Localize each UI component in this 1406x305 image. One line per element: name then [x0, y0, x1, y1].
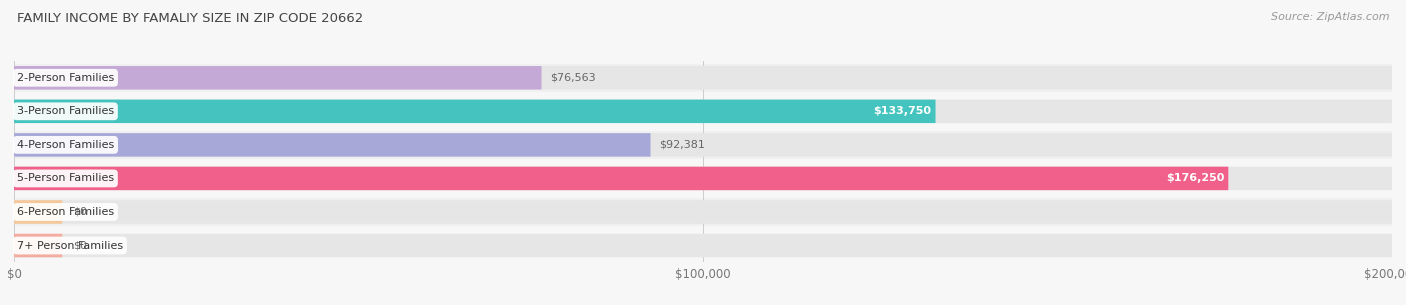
- Text: 3-Person Families: 3-Person Families: [17, 106, 114, 116]
- Text: $133,750: $133,750: [873, 106, 931, 116]
- FancyBboxPatch shape: [14, 131, 1392, 159]
- Text: $0: $0: [73, 207, 87, 217]
- FancyBboxPatch shape: [14, 232, 1392, 259]
- Text: $0: $0: [73, 241, 87, 250]
- FancyBboxPatch shape: [14, 64, 1392, 92]
- Text: $92,381: $92,381: [659, 140, 704, 150]
- FancyBboxPatch shape: [14, 234, 1392, 257]
- FancyBboxPatch shape: [14, 133, 1392, 157]
- Text: 6-Person Families: 6-Person Families: [17, 207, 114, 217]
- FancyBboxPatch shape: [14, 66, 1392, 90]
- FancyBboxPatch shape: [14, 198, 1392, 226]
- FancyBboxPatch shape: [14, 133, 651, 157]
- Text: Source: ZipAtlas.com: Source: ZipAtlas.com: [1271, 12, 1389, 22]
- FancyBboxPatch shape: [14, 100, 1392, 123]
- FancyBboxPatch shape: [14, 66, 541, 90]
- Text: $176,250: $176,250: [1166, 174, 1225, 183]
- FancyBboxPatch shape: [14, 167, 1229, 190]
- FancyBboxPatch shape: [14, 165, 1392, 192]
- FancyBboxPatch shape: [14, 100, 935, 123]
- FancyBboxPatch shape: [14, 200, 62, 224]
- Text: 5-Person Families: 5-Person Families: [17, 174, 114, 183]
- Text: 2-Person Families: 2-Person Families: [17, 73, 114, 83]
- FancyBboxPatch shape: [14, 200, 1392, 224]
- Text: 4-Person Families: 4-Person Families: [17, 140, 114, 150]
- Text: FAMILY INCOME BY FAMALIY SIZE IN ZIP CODE 20662: FAMILY INCOME BY FAMALIY SIZE IN ZIP COD…: [17, 12, 363, 25]
- FancyBboxPatch shape: [14, 167, 1392, 190]
- Text: 7+ Person Families: 7+ Person Families: [17, 241, 122, 250]
- Text: $76,563: $76,563: [550, 73, 595, 83]
- FancyBboxPatch shape: [14, 98, 1392, 125]
- FancyBboxPatch shape: [14, 234, 62, 257]
